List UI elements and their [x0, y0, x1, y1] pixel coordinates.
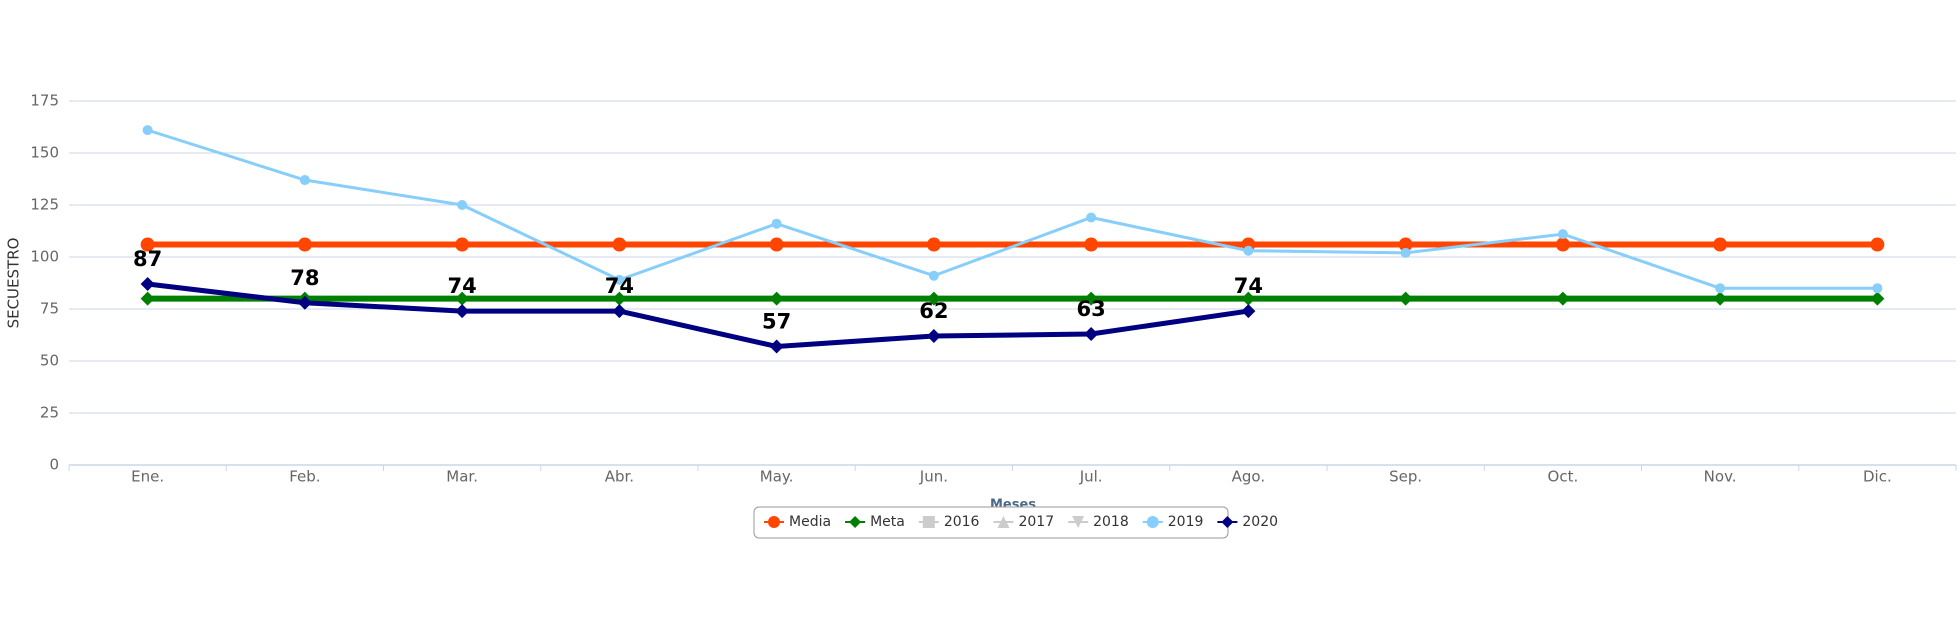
y-tick-label: 75 [40, 300, 59, 318]
x-tick-label: Jun. [919, 468, 948, 486]
legend-label[interactable]: 2019 [1168, 514, 1204, 530]
series-line [147, 128, 1878, 290]
y-tick-label: 125 [30, 196, 59, 214]
y-tick-label: 150 [30, 144, 59, 162]
y-tick-label: 175 [30, 92, 59, 110]
point [769, 339, 784, 354]
legend-symbol [849, 516, 862, 528]
point [1084, 237, 1099, 252]
point [455, 237, 470, 252]
point [297, 237, 312, 252]
legend-symbol [997, 516, 1010, 528]
data-label: 63 [1077, 297, 1106, 321]
point [1555, 291, 1570, 306]
x-tick-label: Abr. [605, 468, 634, 486]
point [1243, 245, 1254, 256]
data-label: 74 [605, 274, 634, 298]
x-tick-label: Nov. [1704, 468, 1737, 486]
point [1713, 291, 1728, 306]
point [299, 175, 310, 186]
data-label: 78 [290, 266, 319, 290]
legend-symbol [768, 516, 780, 528]
legend-label[interactable]: 2017 [1018, 514, 1054, 530]
point [1398, 291, 1413, 306]
x-tick-label: Dic. [1863, 468, 1892, 486]
point [457, 200, 468, 210]
point [1713, 237, 1728, 252]
point [1398, 237, 1413, 252]
point [140, 291, 155, 306]
series-line [147, 281, 1249, 349]
point [1241, 304, 1256, 319]
data-label: 57 [762, 309, 791, 333]
point [455, 291, 470, 306]
data-label: 74 [448, 274, 477, 298]
point [1555, 237, 1570, 252]
point [1086, 212, 1097, 223]
point [612, 291, 627, 306]
x-tick-label: Jul. [1079, 468, 1103, 486]
point [926, 291, 941, 306]
legend-label[interactable]: Media [789, 514, 831, 530]
point [1870, 237, 1885, 252]
legend-symbol [922, 516, 935, 528]
x-tick-label: May. [760, 468, 794, 486]
y-axis-title: SECUESTRO [5, 238, 23, 329]
point [612, 304, 627, 319]
data-label: 87 [133, 247, 162, 271]
legend-label[interactable]: 2016 [944, 514, 980, 530]
point [926, 237, 941, 252]
legend-label[interactable]: 2020 [1242, 514, 1278, 530]
data-label: 74 [1234, 274, 1263, 298]
point [612, 237, 627, 252]
point [140, 277, 155, 292]
x-tick-label: Mar. [446, 468, 478, 486]
legend-label[interactable]: 2018 [1093, 514, 1129, 530]
point [140, 237, 155, 252]
y-tick-label: 25 [40, 404, 59, 422]
y-tick-label: 100 [30, 248, 59, 266]
point [771, 218, 782, 229]
point [142, 125, 153, 136]
point [928, 270, 939, 281]
point [1557, 229, 1568, 240]
x-tick-label: Feb. [289, 468, 320, 486]
point [455, 304, 470, 319]
x-tick-label: Oct. [1548, 468, 1579, 486]
point [926, 329, 941, 344]
point [614, 274, 625, 285]
y-tick-label: 0 [49, 456, 59, 474]
point [1084, 291, 1099, 306]
x-tick-label: Ago. [1232, 468, 1265, 486]
point [1241, 291, 1256, 306]
legend-symbol [1221, 516, 1234, 528]
data-label: 62 [919, 299, 948, 323]
point [297, 295, 312, 310]
y-tick-label: 50 [40, 352, 59, 370]
x-tick-label: Sep. [1389, 468, 1422, 486]
point [1715, 283, 1726, 294]
legend-label[interactable]: Meta [870, 514, 905, 530]
x-tick-label: Ene. [131, 468, 164, 486]
point [1870, 291, 1885, 306]
point [769, 291, 784, 306]
point [769, 237, 784, 252]
legend-symbol [1072, 516, 1085, 528]
legend-symbol [1146, 516, 1159, 528]
point [1084, 326, 1099, 341]
point [1400, 247, 1411, 258]
point [1872, 283, 1883, 294]
